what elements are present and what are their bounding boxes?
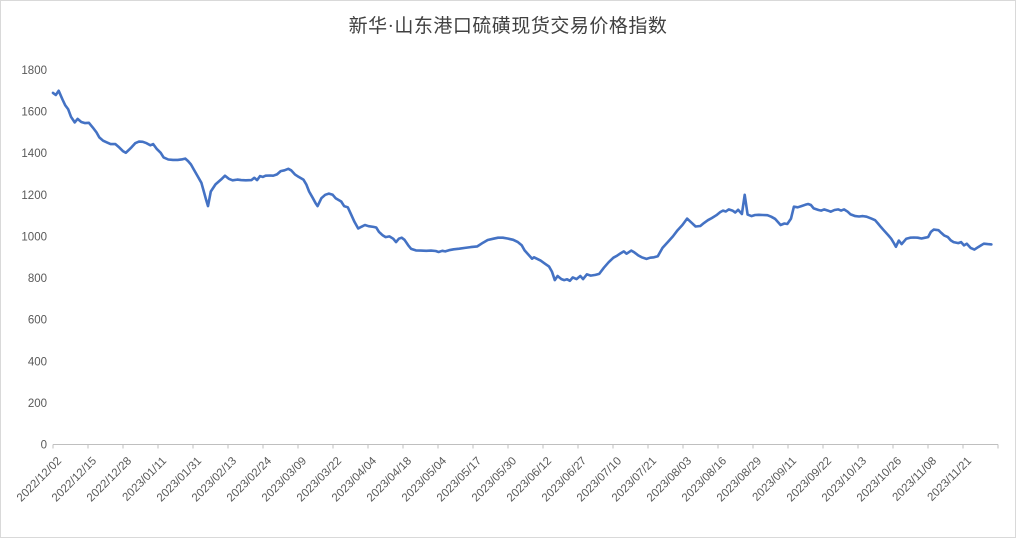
y-axis-label: 600 <box>28 315 47 327</box>
y-axis-label: 1800 <box>21 65 47 77</box>
chart-title: 新华·山东港口硫磺现货交易价格指数 <box>348 16 668 37</box>
y-axis-label: 200 <box>28 398 47 410</box>
y-axis-label: 400 <box>28 356 47 368</box>
price-index-line-series <box>51 89 993 283</box>
y-axis-label: 1400 <box>21 148 47 160</box>
y-axis-label: 1600 <box>21 107 47 119</box>
y-axis-label: 1000 <box>21 231 47 243</box>
y-axis-label: 1200 <box>21 190 47 202</box>
y-axis-label: 0 <box>41 440 47 452</box>
y-axis-label: 800 <box>28 273 47 285</box>
